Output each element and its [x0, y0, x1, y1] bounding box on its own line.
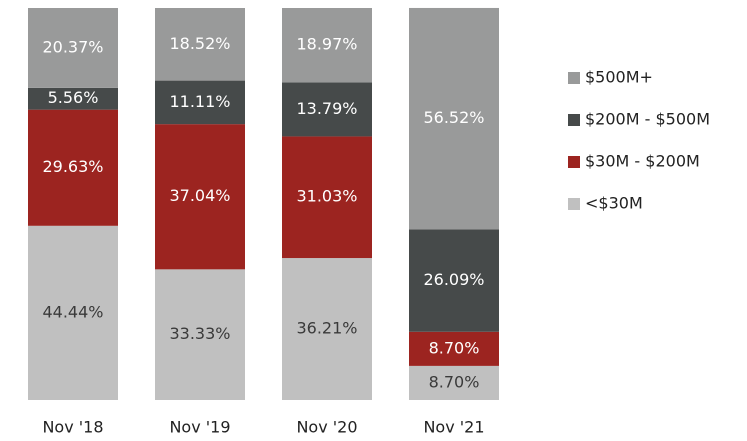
- value-label: 44.44%: [42, 302, 103, 321]
- value-label: 26.09%: [423, 270, 484, 289]
- value-label: 31.03%: [296, 187, 357, 206]
- bar-segment: [409, 365, 499, 400]
- value-label: 36.21%: [296, 319, 357, 338]
- x-tick-label: Nov '18: [42, 418, 103, 437]
- x-tick-label: Nov '21: [423, 418, 484, 437]
- legend-swatch: [568, 156, 580, 168]
- x-tick-label: Nov '19: [169, 418, 230, 437]
- value-label: 5.56%: [48, 88, 99, 107]
- legend-swatch: [568, 114, 580, 126]
- x-tick-label: Nov '20: [296, 418, 357, 437]
- value-label: 8.70%: [429, 372, 480, 391]
- bar-segment: [28, 8, 118, 88]
- value-label: 33.33%: [169, 324, 230, 343]
- value-label: 37.04%: [169, 186, 230, 205]
- value-label: 29.63%: [42, 157, 103, 176]
- bar-segment: [282, 82, 372, 137]
- bar-segment: [155, 8, 245, 81]
- legend-label: $30M - $200M: [585, 152, 700, 171]
- bar-segment: [409, 331, 499, 366]
- value-label: 13.79%: [296, 99, 357, 118]
- legend-label: $500M+: [585, 68, 653, 87]
- legend-swatch: [568, 72, 580, 84]
- value-label: 18.52%: [169, 34, 230, 53]
- value-label: 11.11%: [169, 92, 230, 111]
- bar-segment: [155, 80, 245, 125]
- value-label: 56.52%: [423, 108, 484, 127]
- bar-segment: [282, 8, 372, 83]
- bar-segment: [155, 124, 245, 270]
- legend-swatch: [568, 198, 580, 210]
- value-label: 20.37%: [42, 37, 103, 56]
- bar-segment: [282, 258, 372, 400]
- legend-label: <$30M: [585, 194, 643, 213]
- legend-label: $200M - $500M: [585, 110, 710, 129]
- bar-segment: [28, 225, 118, 400]
- bar-segment: [155, 269, 245, 400]
- bar-segment: [282, 136, 372, 259]
- bar-segment: [28, 87, 118, 110]
- bar-segment: [28, 109, 118, 226]
- value-label: 18.97%: [296, 35, 357, 54]
- bar-segment: [409, 229, 499, 332]
- value-label: 8.70%: [429, 338, 480, 357]
- bar-segment: [409, 7, 499, 230]
